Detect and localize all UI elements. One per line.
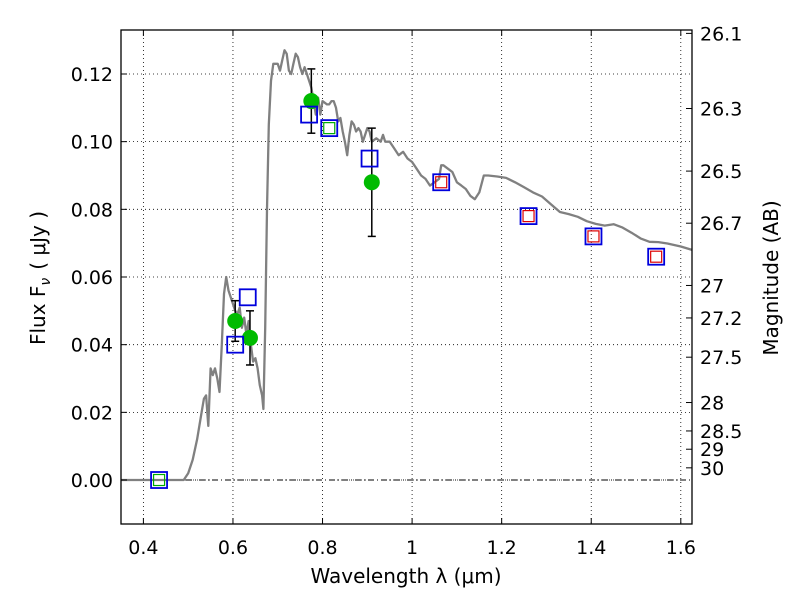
inner-square-marker [587, 230, 600, 243]
magnitude-tick-label: 26.5 [700, 161, 742, 183]
model-flux-square [432, 173, 451, 192]
observed-flux-point [363, 174, 380, 191]
model-flux-square [584, 227, 603, 246]
magnitude-tick-label: 27.5 [700, 347, 742, 369]
model-flux-square [226, 335, 245, 354]
magnitude-tick-label: 26.3 [700, 98, 742, 120]
y2-axis-label-group: Magnitude (AB) [759, 200, 783, 355]
y-tick-label: 0.08 [71, 199, 113, 221]
magnitude-tick-label: 26.7 [700, 213, 742, 235]
x-tick-label: 1.2 [487, 537, 517, 559]
y-tick-label: 0.04 [71, 335, 113, 357]
model-flux-square [360, 149, 379, 168]
plot-layer [121, 49, 693, 489]
model-flux-square [238, 288, 257, 307]
y-axis-label-subscript: ν [38, 278, 54, 286]
axis-ticks: 0.4 0.6 0.8 1 1.2 1.4 1.6 0.00 0.02 0.04 0.06 0.08 0… [71, 23, 743, 559]
inner-square-marker [650, 250, 663, 263]
observed-flux-point [241, 329, 258, 346]
inner-square-marker [152, 473, 166, 487]
inner-square-marker [323, 122, 336, 135]
y-axis-label-group: Flux Fν ( μJy ) [26, 211, 54, 345]
model-flux-square [320, 119, 339, 138]
model-flux-square [300, 105, 318, 124]
y-tick-label: 0.10 [71, 132, 113, 154]
x-tick-label: 1 [406, 537, 418, 559]
magnitude-tick-label: 27 [700, 275, 724, 297]
inner-square-marker [435, 176, 448, 189]
magnitude-axis-label: Magnitude (AB) [759, 200, 783, 355]
inner-square-marker [522, 209, 535, 223]
y-axis-label-main: Flux F [26, 286, 50, 345]
model-flux-square [647, 247, 666, 266]
x-axis-label: Wavelength λ (μm) [310, 564, 501, 588]
x-tick-label: 0.6 [218, 537, 248, 559]
model-flux-square [150, 471, 168, 489]
y-axis-label-unit: ( μJy ) [26, 211, 50, 270]
y-tick-label: 0.06 [71, 267, 113, 289]
model-flux-square [519, 207, 538, 225]
magnitude-tick-label: 28.5 [700, 421, 742, 443]
x-tick-label: 0.4 [128, 537, 158, 559]
x-tick-label: 1.6 [666, 537, 696, 559]
y-tick-label: 0.00 [71, 470, 113, 492]
x-tick-label: 0.8 [307, 537, 337, 559]
y-tick-label: 0.12 [71, 64, 113, 86]
magnitude-tick-label: 26.1 [700, 23, 742, 45]
magnitude-tick-label: 27.2 [700, 308, 742, 330]
observed-flux-point [227, 312, 244, 329]
y-axis-label: Flux Fν ( μJy ) [26, 211, 54, 345]
y-tick-label: 0.02 [71, 402, 113, 424]
magnitude-tick-label: 29 [700, 439, 724, 461]
magnitude-tick-label: 30 [700, 458, 724, 480]
observed-flux-point [303, 93, 320, 110]
x-tick-label: 1.4 [576, 537, 606, 559]
magnitude-tick-label: 28 [700, 393, 724, 415]
